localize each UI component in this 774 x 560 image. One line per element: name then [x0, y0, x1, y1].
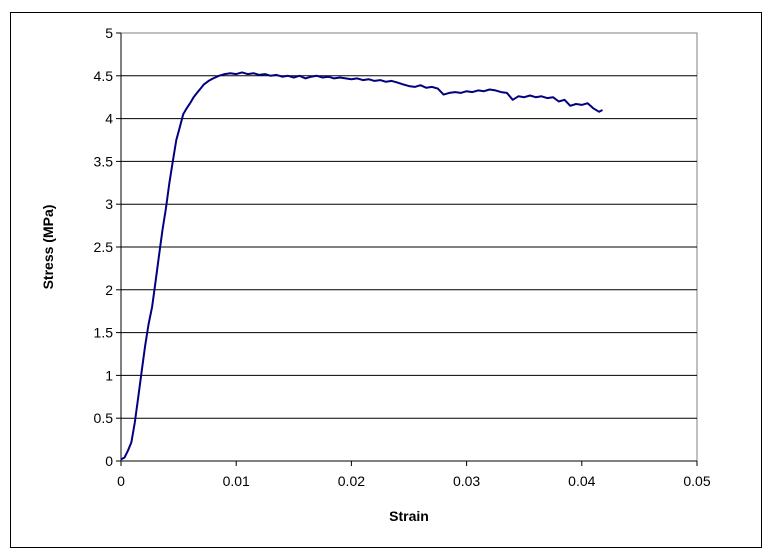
y-tick-label: 0: [105, 453, 113, 469]
chart-frame: 0 0.01 0.02 0.03 0.04 0.05 0 0.5 1 1.5 2 2.5 3 3.5 4 4…: [10, 12, 762, 548]
x-tick-label: 0: [117, 473, 125, 489]
y-tick-label: 5: [105, 25, 113, 41]
y-tick-label: 2.5: [94, 239, 114, 255]
y-tick-label: 0.5: [94, 410, 114, 426]
x-tick-label: 0.04: [568, 473, 595, 489]
y-axis-title: Stress (MPa): [40, 205, 56, 290]
x-tick-label: 0.02: [338, 473, 365, 489]
stress-strain-chart: 0 0.01 0.02 0.03 0.04 0.05 0 0.5 1 1.5 2 2.5 3 3.5 4 4…: [40, 25, 711, 524]
y-tick-label: 2: [105, 282, 113, 298]
x-tick-label: 0.01: [223, 473, 250, 489]
x-tick-label: 0.03: [453, 473, 480, 489]
x-axis-title: Strain: [389, 508, 429, 524]
y-axis: 0 0.5 1 1.5 2 2.5 3 3.5 4 4.5 5: [94, 25, 122, 469]
series-layer: [120, 71, 603, 461]
x-tick-label: 0.05: [683, 473, 710, 489]
x-axis: 0 0.01 0.02 0.03 0.04 0.05: [117, 460, 711, 489]
y-tick-label: 3.5: [94, 153, 114, 169]
y-tick-label: 3: [105, 196, 113, 212]
y-tick-label: 1: [105, 367, 113, 383]
y-tick-label: 4.5: [94, 68, 114, 84]
y-tick-label: 4: [105, 111, 113, 127]
y-tick-label: 1.5: [94, 325, 114, 341]
series-line-0: [120, 71, 603, 461]
